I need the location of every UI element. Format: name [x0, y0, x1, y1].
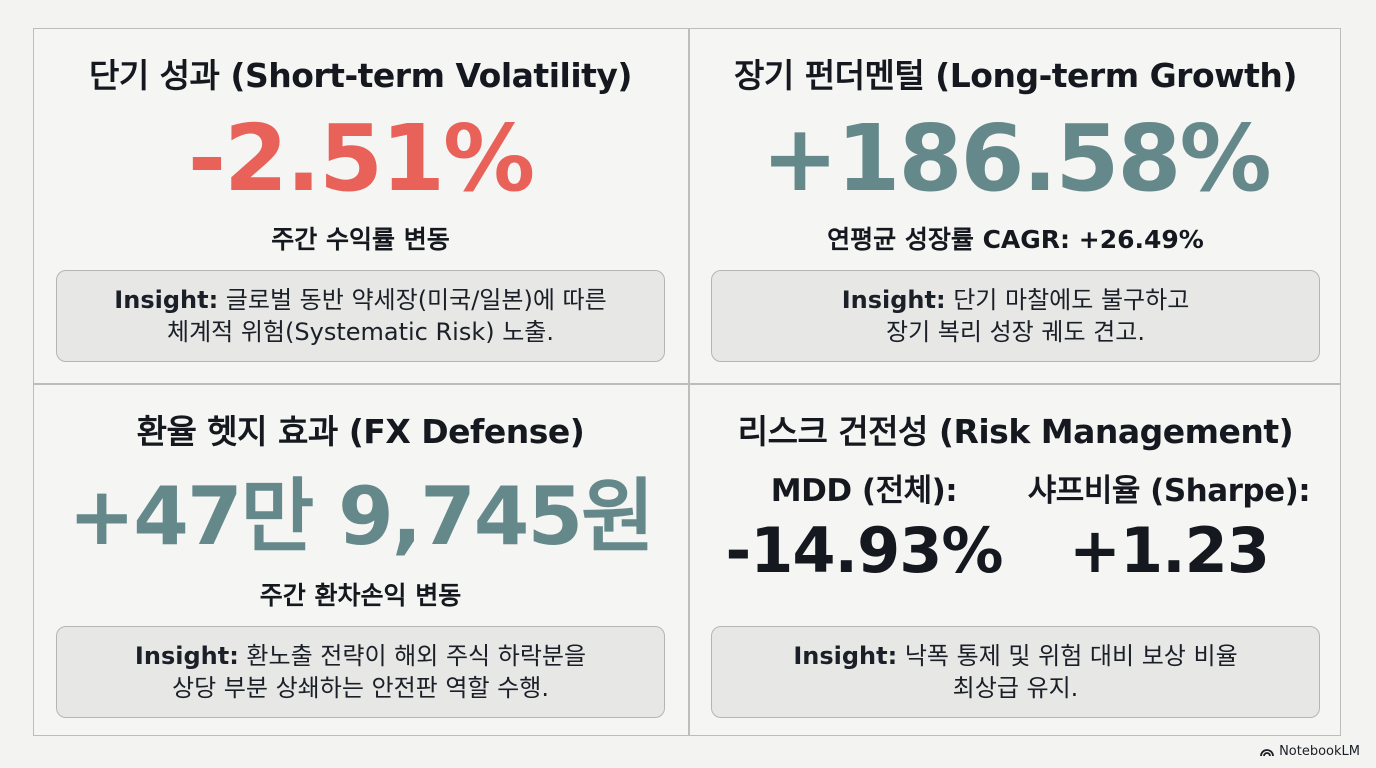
fx-defense-insight-box: Insight: 환노출 전략이 해외 주식 하락분을 상당 부분 상쇄하는 안…	[56, 626, 665, 718]
risk-quadrant: 리스크 건전성 (Risk Management) MDD (전체): -14.…	[689, 385, 1342, 738]
insight-label: Insight:	[841, 285, 946, 314]
horizontal-divider	[34, 383, 1340, 385]
sharpe-metric: 샤프비율 (Sharpe): +1.23	[1019, 465, 1319, 583]
long-term-title: 장기 펀더멘털 (Long-term Growth)	[734, 56, 1297, 95]
long-term-subtitle: 연평균 성장률 CAGR: +26.49%	[827, 225, 1204, 254]
mdd-value: -14.93%	[725, 514, 1004, 587]
long-term-quadrant: 장기 펀더멘털 (Long-term Growth) +186.58% 연평균 …	[689, 29, 1342, 382]
short-term-quadrant: 단기 성과 (Short-term Volatility) -2.51% 주간 …	[34, 29, 687, 382]
short-term-title: 단기 성과 (Short-term Volatility)	[88, 56, 633, 95]
insight-text-line2: 체계적 위험(Systematic Risk) 노출.	[166, 318, 555, 346]
sharpe-label: 샤프비율 (Sharpe):	[1027, 473, 1311, 509]
brand-name: NotebookLM	[1279, 744, 1360, 759]
insight-text-line1: 단기 마찰에도 불구하고	[945, 285, 1190, 314]
short-term-insight-box: Insight: 글로벌 동반 약세장(미국/일본)에 따른 체계적 위험(Sy…	[56, 270, 665, 362]
insight-text-line2: 장기 복리 성장 궤도 견고.	[886, 318, 1145, 346]
long-term-insight-box: Insight: 단기 마찰에도 불구하고 장기 복리 성장 궤도 견고.	[711, 270, 1320, 362]
sharpe-value: +1.23	[1069, 514, 1270, 587]
risk-title: 리스크 건전성 (Risk Management)	[737, 412, 1294, 451]
insight-label: Insight:	[793, 641, 898, 670]
insight-text-line1: 글로벌 동반 약세장(미국/일본)에 따른	[218, 285, 607, 314]
long-term-value: +186.58%	[761, 105, 1271, 212]
vertical-divider	[688, 29, 690, 735]
insight-text-line1: 환노출 전략이 해외 주식 하락분을	[238, 641, 587, 670]
risk-insight-box: Insight: 낙폭 통제 및 위험 대비 보상 비율 최상급 유지.	[711, 626, 1320, 718]
short-term-subtitle: 주간 수익률 변동	[271, 225, 450, 254]
insight-text-line2: 상당 부분 상쇄하는 안전판 역할 수행.	[172, 674, 549, 702]
insight-text-line2: 최상급 유지.	[952, 674, 1079, 702]
metrics-grid: 단기 성과 (Short-term Volatility) -2.51% 주간 …	[33, 28, 1341, 736]
insight-label: Insight:	[134, 641, 239, 670]
insight-label: Insight:	[114, 285, 219, 314]
fx-defense-title: 환율 헷지 효과 (FX Defense)	[136, 412, 585, 451]
mdd-label: MDD (전체):	[770, 473, 958, 509]
short-term-value: -2.51%	[187, 105, 535, 212]
fx-defense-quadrant: 환율 헷지 효과 (FX Defense) +47만 9,745원 주간 환차손…	[34, 385, 687, 738]
fx-defense-subtitle: 주간 환차손익 변동	[259, 581, 462, 610]
notebooklm-logo-icon	[1260, 748, 1274, 756]
mdd-metric: MDD (전체): -14.93%	[719, 465, 1009, 583]
fx-defense-value: +47만 9,745원	[68, 470, 654, 563]
insight-text-line1: 낙폭 통제 및 위험 대비 보상 비율	[897, 641, 1238, 670]
brand-watermark: NotebookLM	[1260, 744, 1360, 759]
